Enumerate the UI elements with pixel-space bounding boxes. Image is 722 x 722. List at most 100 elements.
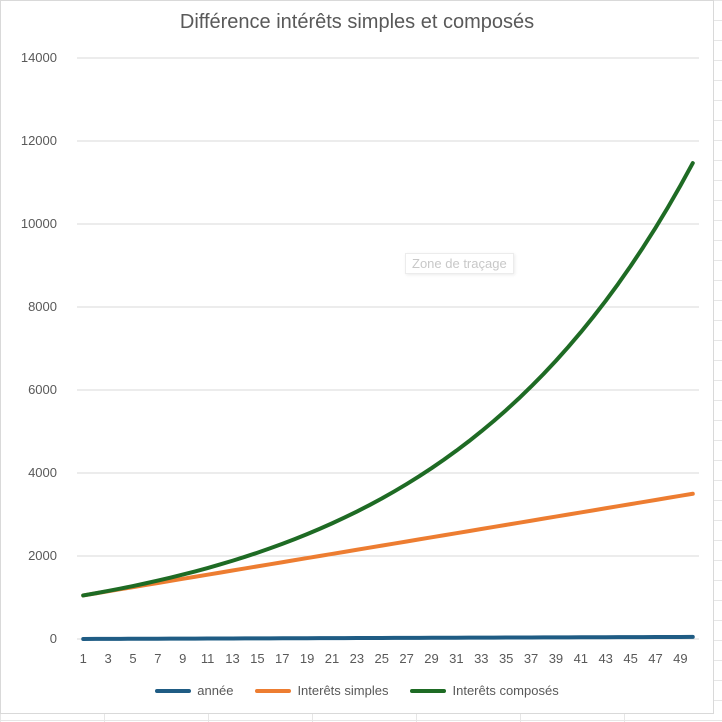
data-point-s1-30[interactable]	[454, 531, 458, 535]
legend-entry-annee[interactable]: année	[155, 683, 233, 698]
data-point-s0-20[interactable]	[330, 636, 334, 640]
data-point-s1-39[interactable]	[566, 513, 570, 517]
data-point-s2-27[interactable]	[417, 474, 421, 478]
data-point-s2-8[interactable]	[181, 573, 185, 577]
data-point-s0-41[interactable]	[591, 635, 595, 639]
data-point-s0-31[interactable]	[467, 636, 471, 640]
legend[interactable]: année Interêts simples Interêts composés	[1, 683, 713, 698]
data-point-s1-38[interactable]	[554, 515, 558, 519]
data-point-s0-9[interactable]	[193, 637, 197, 641]
data-point-s0-13[interactable]	[243, 636, 247, 640]
data-point-s1-31[interactable]	[467, 529, 471, 533]
data-point-s2-14[interactable]	[255, 551, 259, 555]
data-point-s1-24[interactable]	[380, 544, 384, 548]
data-point-s2-12[interactable]	[231, 559, 235, 563]
data-point-s0-48[interactable]	[678, 635, 682, 639]
data-point-s1-47[interactable]	[666, 496, 670, 500]
legend-entry-interets-composes[interactable]: Interêts composés	[410, 683, 559, 698]
data-point-s1-49[interactable]	[691, 492, 695, 496]
data-point-s1-10[interactable]	[206, 573, 210, 577]
data-point-s0-36[interactable]	[529, 635, 533, 639]
data-point-s1-11[interactable]	[218, 571, 222, 575]
data-point-s0-25[interactable]	[392, 636, 396, 640]
data-point-s2-30[interactable]	[454, 449, 458, 453]
chart-area[interactable]: Différence intérêts simples et composés …	[0, 0, 714, 714]
data-point-s2-37[interactable]	[542, 372, 546, 376]
data-point-s0-24[interactable]	[380, 636, 384, 640]
data-point-s0-10[interactable]	[206, 637, 210, 641]
data-point-s1-16[interactable]	[280, 560, 284, 564]
data-point-s1-15[interactable]	[268, 562, 272, 566]
data-point-s2-4[interactable]	[131, 584, 135, 588]
data-point-s0-1[interactable]	[94, 637, 98, 641]
series-line-1[interactable]	[81, 491, 695, 598]
data-point-s1-23[interactable]	[367, 546, 371, 550]
data-point-s0-30[interactable]	[454, 636, 458, 640]
data-point-s2-43[interactable]	[616, 282, 620, 286]
data-point-s2-18[interactable]	[305, 532, 309, 536]
data-point-s2-9[interactable]	[193, 569, 197, 573]
data-point-s2-17[interactable]	[293, 537, 297, 541]
data-point-s0-26[interactable]	[405, 636, 409, 640]
data-point-s0-23[interactable]	[367, 636, 371, 640]
data-point-s0-37[interactable]	[542, 635, 546, 639]
legend-entry-interets-simples[interactable]: Interêts simples	[255, 683, 388, 698]
data-point-s0-19[interactable]	[318, 636, 322, 640]
data-point-s1-12[interactable]	[231, 569, 235, 573]
data-point-s1-48[interactable]	[678, 494, 682, 498]
data-point-s0-4[interactable]	[131, 637, 135, 641]
data-point-s1-19[interactable]	[318, 554, 322, 558]
data-point-s1-13[interactable]	[243, 566, 247, 570]
data-point-s0-29[interactable]	[442, 636, 446, 640]
data-point-s1-22[interactable]	[355, 548, 359, 552]
data-point-s1-21[interactable]	[342, 550, 346, 554]
data-point-s0-40[interactable]	[579, 635, 583, 639]
data-point-s1-35[interactable]	[517, 521, 521, 525]
data-point-s0-16[interactable]	[280, 636, 284, 640]
data-point-s2-35[interactable]	[517, 397, 521, 401]
data-point-s2-10[interactable]	[206, 566, 210, 570]
data-point-s2-26[interactable]	[405, 482, 409, 486]
series-lines[interactable]	[81, 161, 695, 641]
data-point-s0-14[interactable]	[255, 636, 259, 640]
data-point-s1-18[interactable]	[305, 556, 309, 560]
data-point-s0-17[interactable]	[293, 636, 297, 640]
data-point-s0-22[interactable]	[355, 636, 359, 640]
data-point-s2-22[interactable]	[355, 510, 359, 514]
data-point-s0-12[interactable]	[231, 636, 235, 640]
data-point-s0-43[interactable]	[616, 635, 620, 639]
data-point-s1-33[interactable]	[492, 525, 496, 529]
data-point-s2-49[interactable]	[691, 161, 695, 165]
data-point-s2-28[interactable]	[430, 466, 434, 470]
data-point-s0-0[interactable]	[81, 637, 85, 641]
data-point-s0-18[interactable]	[305, 636, 309, 640]
data-point-s1-43[interactable]	[616, 504, 620, 508]
data-point-s2-24[interactable]	[380, 496, 384, 500]
data-point-s2-2[interactable]	[106, 589, 110, 593]
data-point-s2-6[interactable]	[156, 579, 160, 583]
data-point-s0-33[interactable]	[492, 636, 496, 640]
data-point-s0-3[interactable]	[119, 637, 123, 641]
data-point-s2-46[interactable]	[653, 226, 657, 230]
data-point-s1-8[interactable]	[181, 577, 185, 581]
data-point-s1-28[interactable]	[430, 535, 434, 539]
data-point-s0-21[interactable]	[342, 636, 346, 640]
data-point-s0-34[interactable]	[504, 636, 508, 640]
data-point-s0-45[interactable]	[641, 635, 645, 639]
data-point-s1-42[interactable]	[604, 506, 608, 510]
data-point-s2-39[interactable]	[566, 345, 570, 349]
data-point-s2-5[interactable]	[143, 581, 147, 585]
data-point-s1-26[interactable]	[405, 539, 409, 543]
data-point-s2-23[interactable]	[367, 503, 371, 507]
data-point-s2-21[interactable]	[342, 516, 346, 520]
data-point-s2-15[interactable]	[268, 546, 272, 550]
data-point-s0-8[interactable]	[181, 637, 185, 641]
data-point-s0-6[interactable]	[156, 637, 160, 641]
data-point-s1-17[interactable]	[293, 558, 297, 562]
data-point-s2-1[interactable]	[94, 591, 98, 595]
data-point-s2-36[interactable]	[529, 385, 533, 389]
data-point-s2-20[interactable]	[330, 521, 334, 525]
data-point-s1-34[interactable]	[504, 523, 508, 527]
data-point-s0-5[interactable]	[143, 637, 147, 641]
